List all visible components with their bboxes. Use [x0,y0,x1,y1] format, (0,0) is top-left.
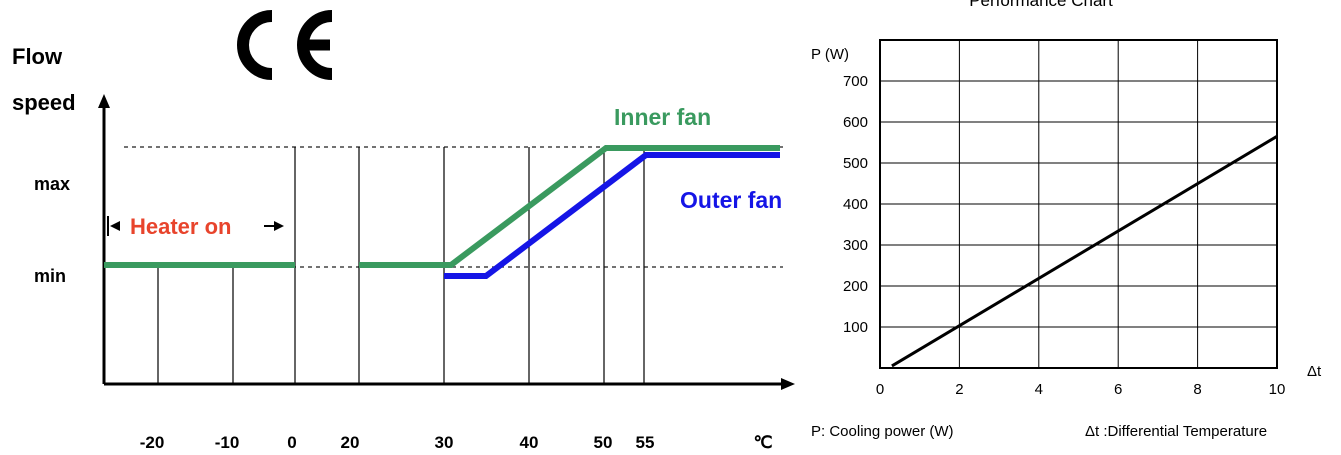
inner-fan-label: Inner fan [614,104,711,130]
outer-fan-line [444,152,780,279]
ce-logo [237,10,333,80]
performance-chart: Performance Chart P (W) Δt 0 2 4 6 8 10 100 200… [811,0,1322,440]
performance-grid [879,39,1278,369]
chart-title: Performance Chart [969,0,1113,10]
y-tick-label: 700 [843,73,868,90]
y-title-flow: Flow [12,44,63,69]
performance-series [891,135,1278,368]
x-tick-label: -10 [215,433,240,450]
y-tick-label: 500 [843,155,868,172]
x-tick-label: 50 [594,433,613,450]
heater-on-annotation: Heater on [107,214,284,239]
x-tick-label: 0 [876,381,884,398]
x-tick-label: -20 [140,433,165,450]
y-axis-arrow [98,94,110,108]
performance-tick-labels: 0 2 4 6 8 10 100 200 300 400 500 600 700 [843,73,1285,398]
outer-fan-series [444,152,780,279]
x-axis-label: Δt [1307,363,1322,380]
x-axis-arrow [781,378,795,390]
x-tick-label: 0 [287,433,296,450]
heater-on-label: Heater on [130,214,231,239]
x-tick-label: 4 [1035,381,1043,398]
ce-logo-c [237,10,273,80]
footnote-cooling-power: P: Cooling power (W) [811,423,954,440]
inner-fan-series [104,145,780,268]
footnote-differential-temperature: Δt :Differential Temperature [1085,423,1267,440]
heater-left-arrow [110,221,120,231]
y-tick-label: 300 [843,237,868,254]
x-tick-label: 8 [1193,381,1201,398]
y-level-min: min [34,266,66,286]
y-tick-label: 100 [843,319,868,336]
y-tick-label: 400 [843,196,868,213]
x-tick-label: 10 [1269,381,1286,398]
heater-right-arrow [274,221,284,231]
x-tick-label: 20 [341,433,360,450]
x-axis-unit: ℃ [753,433,772,450]
y-level-max: max [34,174,70,194]
vertical-gridlines [157,147,645,384]
inner-fan-line [359,145,780,268]
cooling-power-line [891,135,1278,368]
y-title-speed: speed [12,90,76,115]
x-tick-label: 2 [955,381,963,398]
y-tick-label: 200 [843,278,868,295]
outer-fan-label: Outer fan [680,187,782,213]
y-axis-label: P (W) [811,46,849,63]
x-tick-labels: -20 -10 0 20 30 40 50 55 ℃ [140,433,773,452]
x-tick-label: 30 [435,433,454,450]
x-tick-label: 40 [520,433,539,450]
x-tick-label: 55 [636,433,655,450]
y-tick-label: 600 [843,114,868,131]
x-tick-label: 6 [1114,381,1122,398]
fan-speed-chart: Flow speed max min -20 -10 0 20 3 [12,10,795,452]
